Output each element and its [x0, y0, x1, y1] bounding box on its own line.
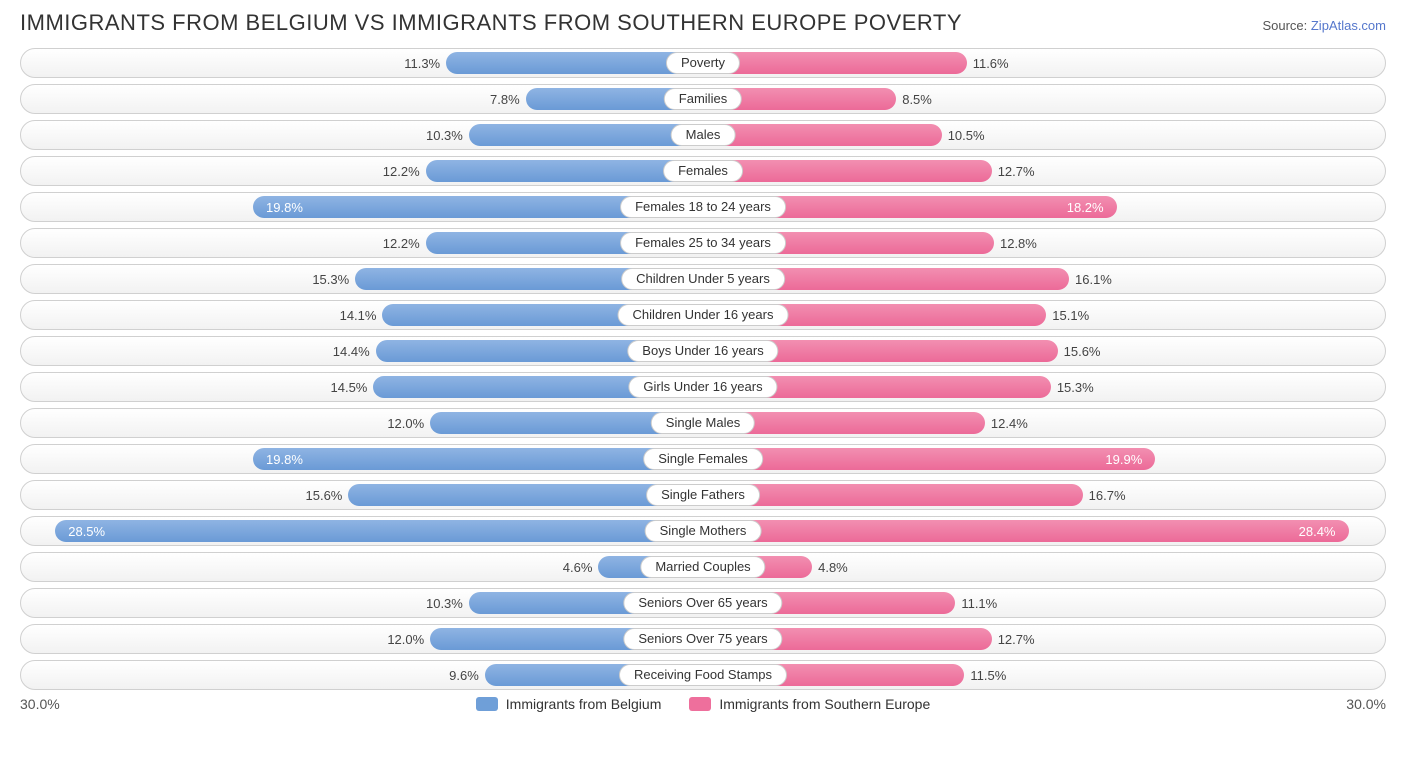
footer-row: 30.0% Immigrants from Belgium Immigrants… — [20, 696, 1386, 712]
legend-item-right: Immigrants from Southern Europe — [689, 696, 930, 712]
value-right: 12.7% — [998, 625, 1035, 655]
bar-southern-europe — [703, 520, 1349, 542]
legend-swatch-left — [476, 697, 498, 711]
value-left: 11.3% — [404, 49, 440, 79]
category-label: Married Couples — [640, 556, 765, 578]
chart-row: 11.3% 11.6% Poverty — [20, 48, 1386, 78]
legend: Immigrants from Belgium Immigrants from … — [476, 696, 930, 712]
value-right: 12.7% — [998, 157, 1035, 187]
chart-row: 12.0% 12.4% Single Males — [20, 408, 1386, 438]
category-label: Males — [671, 124, 736, 146]
source-attribution: Source: ZipAtlas.com — [1262, 18, 1386, 33]
category-label: Families — [664, 88, 742, 110]
value-left: 12.2% — [383, 157, 420, 187]
value-right: 4.8% — [818, 553, 848, 583]
bar-belgium — [446, 52, 703, 74]
chart-row: 14.1% 15.1% Children Under 16 years — [20, 300, 1386, 330]
header-row: IMMIGRANTS FROM BELGIUM VS IMMIGRANTS FR… — [20, 10, 1386, 36]
category-label: Females — [663, 160, 743, 182]
chart-row: 19.8% 19.9% Single Females — [20, 444, 1386, 474]
value-left: 7.8% — [490, 85, 520, 115]
value-left: 19.8% — [266, 193, 303, 223]
chart-row: 10.3% 10.5% Males — [20, 120, 1386, 150]
category-label: Single Mothers — [645, 520, 762, 542]
chart-row: 14.4% 15.6% Boys Under 16 years — [20, 336, 1386, 366]
legend-swatch-right — [689, 697, 711, 711]
legend-item-left: Immigrants from Belgium — [476, 696, 662, 712]
chart-row: 12.0% 12.7% Seniors Over 75 years — [20, 624, 1386, 654]
category-label: Children Under 5 years — [621, 268, 785, 290]
category-label: Receiving Food Stamps — [619, 664, 787, 686]
bar-belgium — [426, 160, 703, 182]
chart-row: 12.2% 12.8% Females 25 to 34 years — [20, 228, 1386, 258]
value-right: 15.1% — [1052, 301, 1089, 331]
diverging-bar-chart: 11.3%11.6%Poverty7.8%8.5%Families10.3%10… — [20, 48, 1386, 690]
value-right: 28.4% — [1299, 517, 1336, 547]
value-left: 10.3% — [426, 121, 463, 151]
category-label: Females 25 to 34 years — [620, 232, 786, 254]
category-label: Boys Under 16 years — [627, 340, 778, 362]
source-prefix: Source: — [1262, 18, 1310, 33]
value-left: 4.6% — [563, 553, 593, 583]
bar-southern-europe — [703, 484, 1083, 506]
chart-row: 4.6% 4.8% Married Couples — [20, 552, 1386, 582]
value-left: 14.5% — [331, 373, 368, 403]
chart-title: IMMIGRANTS FROM BELGIUM VS IMMIGRANTS FR… — [20, 10, 962, 36]
chart-row: 14.5% 15.3% Girls Under 16 years — [20, 372, 1386, 402]
category-label: Seniors Over 75 years — [623, 628, 782, 650]
chart-row: 15.6% 16.7% Single Fathers — [20, 480, 1386, 510]
value-right: 12.8% — [1000, 229, 1037, 259]
bar-belgium — [469, 124, 703, 146]
value-left: 14.1% — [340, 301, 377, 331]
category-label: Single Females — [643, 448, 763, 470]
chart-row: 19.8% 18.2% Females 18 to 24 years — [20, 192, 1386, 222]
chart-row: 12.2% 12.7% Females — [20, 156, 1386, 186]
value-right: 10.5% — [948, 121, 985, 151]
axis-right-max: 30.0% — [1346, 696, 1386, 712]
bar-southern-europe — [703, 160, 992, 182]
bar-belgium — [55, 520, 703, 542]
category-label: Children Under 16 years — [618, 304, 789, 326]
value-right: 11.5% — [970, 661, 1006, 691]
bar-belgium — [253, 448, 703, 470]
value-right: 11.6% — [973, 49, 1009, 79]
category-label: Girls Under 16 years — [628, 376, 777, 398]
chart-row: 10.3% 11.1% Seniors Over 65 years — [20, 588, 1386, 618]
value-right: 15.3% — [1057, 373, 1094, 403]
value-left: 15.3% — [312, 265, 349, 295]
category-label: Single Fathers — [646, 484, 760, 506]
value-left: 28.5% — [68, 517, 105, 547]
category-label: Seniors Over 65 years — [623, 592, 782, 614]
value-right: 15.6% — [1064, 337, 1101, 367]
category-label: Females 18 to 24 years — [620, 196, 786, 218]
category-label: Single Males — [651, 412, 755, 434]
chart-row: 9.6% 11.5% Receiving Food Stamps — [20, 660, 1386, 690]
value-left: 19.8% — [266, 445, 303, 475]
legend-label-left: Immigrants from Belgium — [506, 696, 662, 712]
value-right: 11.1% — [961, 589, 997, 619]
value-right: 16.1% — [1075, 265, 1112, 295]
value-left: 15.6% — [306, 481, 343, 511]
value-right: 18.2% — [1067, 193, 1104, 223]
value-left: 14.4% — [333, 337, 370, 367]
chart-row: 7.8% 8.5% Families — [20, 84, 1386, 114]
source-link[interactable]: ZipAtlas.com — [1311, 18, 1386, 33]
bar-southern-europe — [703, 52, 967, 74]
value-right: 8.5% — [902, 85, 932, 115]
bar-southern-europe — [703, 448, 1155, 470]
chart-row: 28.5% 28.4% Single Mothers — [20, 516, 1386, 546]
legend-label-right: Immigrants from Southern Europe — [719, 696, 930, 712]
value-right: 19.9% — [1105, 445, 1142, 475]
value-left: 12.0% — [387, 625, 424, 655]
chart-row: 15.3% 16.1% Children Under 5 years — [20, 264, 1386, 294]
value-right: 16.7% — [1089, 481, 1126, 511]
value-right: 12.4% — [991, 409, 1028, 439]
value-left: 12.2% — [383, 229, 420, 259]
bar-southern-europe — [703, 124, 942, 146]
value-left: 12.0% — [387, 409, 424, 439]
value-left: 10.3% — [426, 589, 463, 619]
value-left: 9.6% — [449, 661, 479, 691]
axis-left-max: 30.0% — [20, 696, 60, 712]
category-label: Poverty — [666, 52, 740, 74]
